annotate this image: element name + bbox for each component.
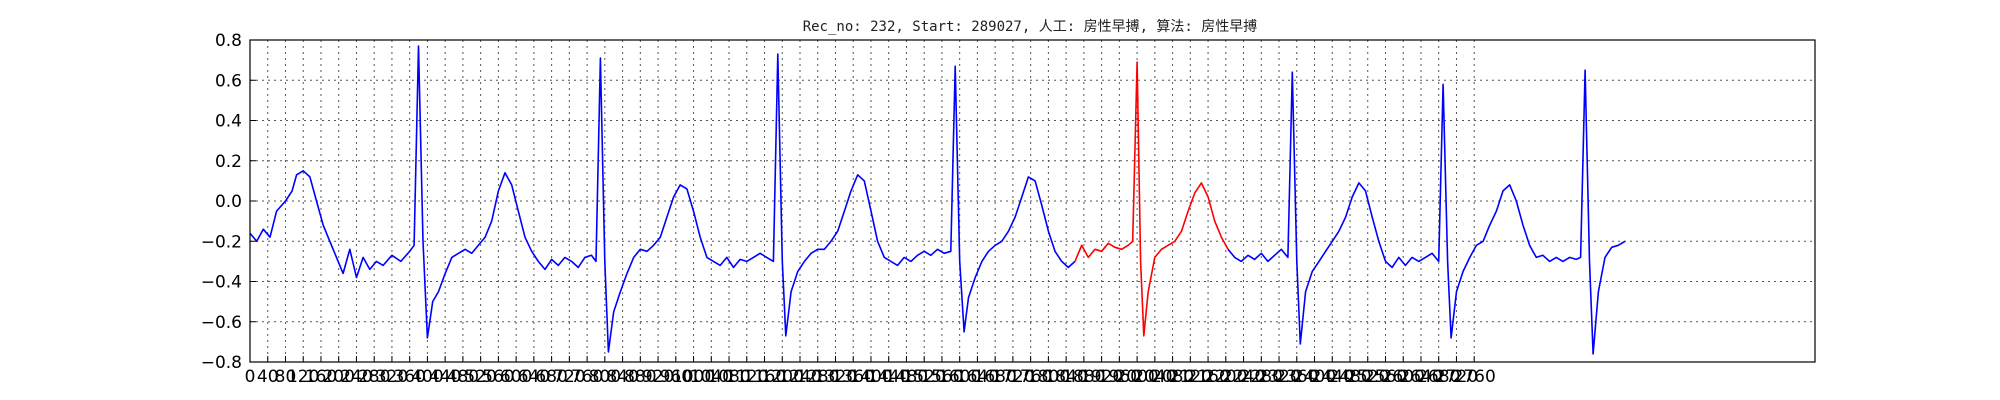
x-tick-label: 1360 <box>832 367 875 387</box>
x-tick-label: 2320 <box>1257 367 1300 387</box>
x-tick-label: 1760 <box>1009 367 1052 387</box>
x-tick-label: 1640 <box>956 367 999 387</box>
x-tick-label: 520 <box>464 367 496 387</box>
x-tick-label: 800 <box>589 367 621 387</box>
x-tick-label: 2120 <box>1169 367 1212 387</box>
y-tick-label: 0.8 <box>215 31 242 51</box>
x-tick-label: 560 <box>482 367 514 387</box>
x-tick-label: 1480 <box>885 367 928 387</box>
y-tick-label: 0.6 <box>215 71 242 91</box>
y-tick-label: −0.8 <box>201 353 242 373</box>
x-tick-label: 480 <box>447 367 479 387</box>
x-tick-label: 1080 <box>707 367 750 387</box>
x-tick-label: 440 <box>429 367 461 387</box>
ecg-series-line-3 <box>1227 69 1626 355</box>
x-tick-label: 1280 <box>796 367 839 387</box>
ecg-series-line-1 <box>249 45 1076 353</box>
x-tick-label: 1960 <box>1098 367 1141 387</box>
x-tick-label: 1680 <box>974 367 1017 387</box>
x-tick-label: 920 <box>642 367 674 387</box>
x-tick-label: 640 <box>518 367 550 387</box>
x-tick-label: 2720 <box>1435 367 1478 387</box>
x-tick-label: 2480 <box>1328 367 1371 387</box>
ecg-series-group <box>249 45 1626 355</box>
x-tick-label: 240 <box>340 367 372 387</box>
x-tick-label: 840 <box>606 367 638 387</box>
x-tick-label: 2160 <box>1186 367 1229 387</box>
x-tick-label: 1560 <box>920 367 963 387</box>
x-tick-label: 200 <box>322 367 354 387</box>
x-axis-ticks: 0 408012016020024028032036040044048052056… <box>245 356 1496 387</box>
x-tick-label: 1440 <box>867 367 910 387</box>
x-tick-label: 2760 <box>1453 367 1496 387</box>
y-tick-label: −0.6 <box>201 313 242 333</box>
x-tick-label: 720 <box>553 367 585 387</box>
x-tick-label: 400 <box>411 367 443 387</box>
y-tick-label: 0.0 <box>215 192 242 212</box>
x-tick-label: 0 <box>245 367 256 387</box>
ecg-series-line-2 <box>1074 61 1229 337</box>
y-axis-ticks: −0.8 −0.6 −0.4 −0.2 0.0 0.2 0.4 0.6 0.8 <box>201 31 256 373</box>
x-tick-label: 2520 <box>1346 367 1389 387</box>
x-tick-label: 760 <box>571 367 603 387</box>
x-tick-label: 2280 <box>1240 367 1283 387</box>
x-tick-label: 1240 <box>778 367 821 387</box>
y-tick-label: −0.4 <box>201 273 242 293</box>
x-tick-label: 320 <box>376 367 408 387</box>
x-tick-label: 1600 <box>938 367 981 387</box>
x-tick-label: 680 <box>535 367 567 387</box>
chart-title: Rec_no: 232, Start: 289027, 人工: 房性早搏, 算法… <box>803 18 1258 35</box>
x-tick-label: 2080 <box>1151 367 1194 387</box>
x-tick-label: 360 <box>393 367 425 387</box>
x-tick-label: 880 <box>624 367 656 387</box>
x-tick-label: 1800 <box>1027 367 1070 387</box>
plot-frame <box>249 39 1816 363</box>
x-tick-label: 1000 <box>672 367 715 387</box>
x-tick-label: 960 <box>660 367 692 387</box>
x-tick-label: 1120 <box>725 367 768 387</box>
x-tick-label: 1160 <box>743 367 786 387</box>
grid <box>250 40 1815 362</box>
x-tick-label: 1400 <box>849 367 892 387</box>
x-tick-label: 2400 <box>1293 367 1336 387</box>
x-tick-label: 80 <box>275 367 297 387</box>
x-tick-label: 2640 <box>1399 367 1442 387</box>
x-tick-label: 600 <box>500 367 532 387</box>
x-tick-label: 1040 <box>690 367 733 387</box>
x-tick-label: 1880 <box>1062 367 1105 387</box>
x-tick-label: 1200 <box>761 367 804 387</box>
x-tick-label: 280 <box>358 367 390 387</box>
y-tick-label: 0.4 <box>215 112 242 132</box>
x-tick-label: 1840 <box>1044 367 1087 387</box>
x-tick-label: 1720 <box>991 367 1034 387</box>
x-tick-label: 2360 <box>1275 367 1318 387</box>
x-tick-label: 160 <box>305 367 337 387</box>
x-tick-label: 2240 <box>1222 367 1265 387</box>
x-tick-label: 1320 <box>814 367 857 387</box>
x-tick-label: 120 <box>287 367 319 387</box>
y-tick-label: 0.2 <box>215 152 242 172</box>
x-tick-label: 1920 <box>1080 367 1123 387</box>
x-tick-label: 1520 <box>903 367 946 387</box>
x-tick-label: 2040 <box>1133 367 1176 387</box>
x-tick-label: 2200 <box>1204 367 1247 387</box>
x-tick-label: 40 <box>257 367 279 387</box>
y-tick-label: −0.2 <box>201 232 242 252</box>
x-tick-label: 2600 <box>1382 367 1425 387</box>
x-tick-label: 2560 <box>1364 367 1407 387</box>
x-tick-label: 2680 <box>1417 367 1460 387</box>
x-tick-label: 2000 <box>1115 367 1158 387</box>
x-tick-label: 2440 <box>1311 367 1354 387</box>
